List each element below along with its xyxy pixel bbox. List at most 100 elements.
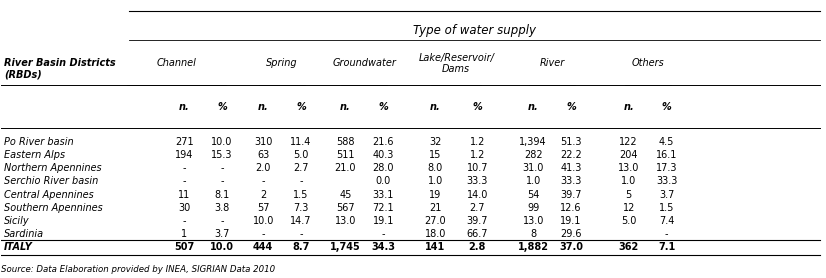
Text: 15.3: 15.3 [211, 150, 233, 160]
Text: ITALY: ITALY [4, 242, 32, 252]
Text: 2: 2 [260, 190, 266, 200]
Text: 19: 19 [429, 190, 441, 200]
Text: 33.3: 33.3 [560, 176, 582, 186]
Text: 1.0: 1.0 [525, 176, 541, 186]
Text: 11: 11 [178, 190, 190, 200]
Text: 72.1: 72.1 [373, 203, 394, 213]
Text: 29.6: 29.6 [560, 229, 582, 239]
Text: Sicily: Sicily [4, 216, 30, 226]
Text: 33.3: 33.3 [656, 176, 677, 186]
Text: n.: n. [624, 102, 634, 112]
Text: 39.7: 39.7 [560, 190, 582, 200]
Text: 40.3: 40.3 [373, 150, 394, 160]
Text: 16.1: 16.1 [656, 150, 677, 160]
Text: -: - [221, 216, 224, 226]
Text: Sardinia: Sardinia [4, 229, 44, 239]
Text: 5: 5 [625, 190, 632, 200]
Text: 13.0: 13.0 [335, 216, 356, 226]
Text: -: - [261, 176, 265, 186]
Text: 1,882: 1,882 [518, 242, 548, 252]
Text: 511: 511 [336, 150, 354, 160]
Text: 362: 362 [619, 242, 638, 252]
Text: 1,394: 1,394 [520, 137, 547, 147]
Text: n.: n. [430, 102, 440, 112]
Text: Spring: Spring [266, 58, 298, 68]
Text: 7.4: 7.4 [659, 216, 674, 226]
Text: 57: 57 [257, 203, 269, 213]
Text: 66.7: 66.7 [467, 229, 488, 239]
Text: 18.0: 18.0 [425, 229, 446, 239]
Text: 3.7: 3.7 [659, 190, 674, 200]
Text: %: % [566, 102, 576, 112]
Text: 2.7: 2.7 [293, 163, 309, 173]
Text: 22.2: 22.2 [560, 150, 582, 160]
Text: 37.0: 37.0 [559, 242, 583, 252]
Text: 33.3: 33.3 [467, 176, 488, 186]
Text: 27.0: 27.0 [425, 216, 446, 226]
Text: 32: 32 [429, 137, 441, 147]
Text: 45: 45 [339, 190, 352, 200]
Text: 14.7: 14.7 [290, 216, 311, 226]
Text: Lake/Reservoir/
Dams: Lake/Reservoir/ Dams [418, 53, 494, 74]
Text: 1.5: 1.5 [659, 203, 674, 213]
Text: 1.2: 1.2 [469, 150, 485, 160]
Text: Groundwater: Groundwater [333, 58, 396, 68]
Text: 1.2: 1.2 [469, 137, 485, 147]
Text: 588: 588 [336, 137, 354, 147]
Text: 7.1: 7.1 [658, 242, 675, 252]
Text: Northern Apennines: Northern Apennines [4, 163, 102, 173]
Text: 507: 507 [174, 242, 194, 252]
Text: 444: 444 [253, 242, 273, 252]
Text: n.: n. [340, 102, 351, 112]
Text: Po River basin: Po River basin [4, 137, 74, 147]
Text: 12: 12 [623, 203, 635, 213]
Text: 1: 1 [181, 229, 188, 239]
Text: -: - [299, 229, 303, 239]
Text: -: - [183, 163, 186, 173]
Text: Others: Others [631, 58, 664, 68]
Text: 13.0: 13.0 [523, 216, 544, 226]
Text: River: River [539, 58, 565, 68]
Text: n.: n. [258, 102, 268, 112]
Text: 7.3: 7.3 [293, 203, 309, 213]
Text: 5.0: 5.0 [293, 150, 309, 160]
Text: 34.3: 34.3 [372, 242, 396, 252]
Text: 11.4: 11.4 [291, 137, 311, 147]
Text: 1,745: 1,745 [330, 242, 361, 252]
Text: 99: 99 [527, 203, 539, 213]
Text: 3.7: 3.7 [214, 229, 230, 239]
Text: 30: 30 [178, 203, 190, 213]
Text: 2.7: 2.7 [469, 203, 485, 213]
Text: -: - [183, 176, 186, 186]
Text: 8.0: 8.0 [428, 163, 443, 173]
Text: 10.0: 10.0 [210, 242, 234, 252]
Text: -: - [665, 229, 668, 239]
Text: 3.8: 3.8 [215, 203, 230, 213]
Text: 8: 8 [530, 229, 536, 239]
Text: 310: 310 [254, 137, 273, 147]
Text: River Basin Districts
(RBDs): River Basin Districts (RBDs) [4, 58, 116, 80]
Text: 28.0: 28.0 [373, 163, 394, 173]
Text: Source: Data Elaboration provided by INEA, SIGRIAN Data 2010: Source: Data Elaboration provided by INE… [2, 265, 276, 274]
Text: 31.0: 31.0 [523, 163, 544, 173]
Text: -: - [221, 163, 224, 173]
Text: 1.0: 1.0 [428, 176, 443, 186]
Text: 0.0: 0.0 [376, 176, 391, 186]
Text: n.: n. [528, 102, 539, 112]
Text: n.: n. [178, 102, 189, 112]
Text: -: - [183, 216, 186, 226]
Text: 8.7: 8.7 [292, 242, 310, 252]
Text: %: % [662, 102, 672, 112]
Text: 204: 204 [620, 150, 638, 160]
Text: 41.3: 41.3 [560, 163, 582, 173]
Text: Type of water supply: Type of water supply [413, 24, 536, 37]
Text: 39.7: 39.7 [467, 216, 488, 226]
Text: 10.7: 10.7 [467, 163, 488, 173]
Text: 19.1: 19.1 [560, 216, 582, 226]
Text: 141: 141 [425, 242, 445, 252]
Text: Southern Apennines: Southern Apennines [4, 203, 102, 213]
Text: 567: 567 [336, 203, 355, 213]
Text: 33.1: 33.1 [373, 190, 394, 200]
Text: 21.0: 21.0 [335, 163, 356, 173]
Text: %: % [378, 102, 388, 112]
